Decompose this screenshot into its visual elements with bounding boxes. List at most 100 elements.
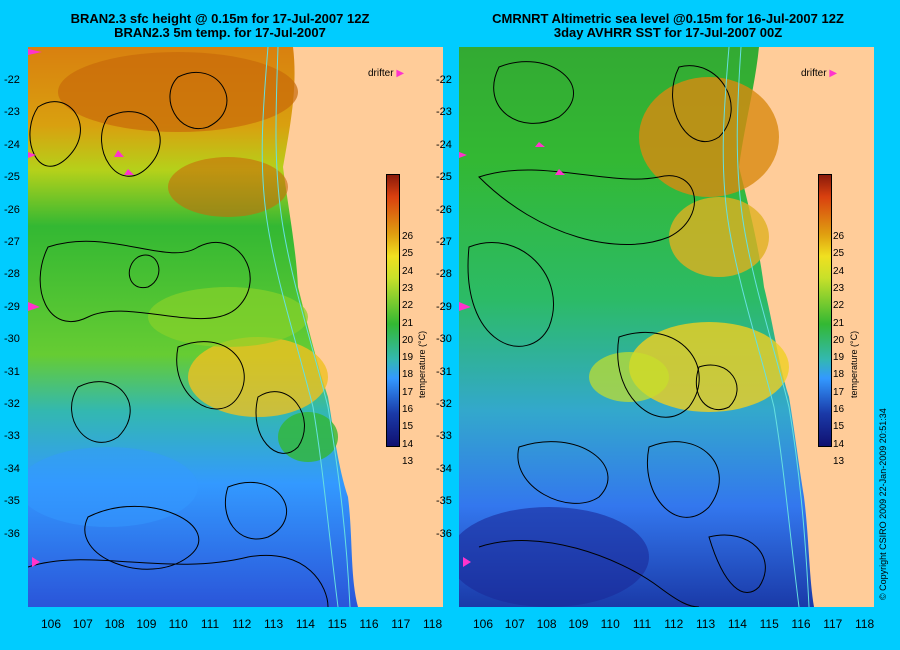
latitude-tick-label: -36: [4, 527, 20, 540]
right-title-line2: 3day AVHRR SST for 17-Jul-2007 00Z: [553, 25, 783, 40]
right-colorbar: [818, 174, 832, 447]
colorbar-tick-label: 14: [402, 438, 414, 450]
longitude-tick-label: 117: [823, 617, 843, 631]
latitude-tick-label: -28: [436, 268, 452, 281]
colorbar-tick-label: 23: [833, 282, 845, 294]
colorbar-tick-label: 18: [833, 369, 845, 381]
latitude-tick-label: -26: [436, 203, 452, 216]
colorbar-tick-label: 13: [402, 455, 414, 467]
latitude-tick-label: -24: [4, 138, 20, 151]
latitude-tick-label: -30: [4, 333, 20, 346]
left-drifter-legend: drifter ▶: [368, 68, 404, 79]
longitude-tick-label: 111: [200, 617, 220, 631]
left-drifter-marker-icon: ▶: [396, 68, 405, 79]
left-colorbar-title: temperature (°C): [417, 330, 427, 398]
latitude-tick-label: -25: [4, 171, 20, 184]
colorbar-tick-label: 16: [402, 404, 414, 415]
latitude-tick-label: -22: [4, 74, 20, 86]
longitude-tick-label: 113: [264, 617, 284, 631]
colorbar-tick-label: 15: [833, 421, 845, 433]
colorbar-tick-label: 19: [402, 352, 414, 364]
longitude-tick-label: 106: [40, 617, 62, 631]
colorbar-tick-label: 25: [833, 248, 845, 260]
longitude-tick-label: 114: [295, 617, 315, 631]
colorbar-tick-label: 26: [402, 231, 414, 242]
longitude-tick-label: 116: [791, 617, 811, 631]
longitude-tick-label: 115: [327, 617, 347, 631]
right-sst-map: [459, 47, 874, 607]
latitude-tick-label: -29: [436, 300, 452, 313]
left-map-title: BRAN2.3 sfc height @ 0.15m for 17-Jul-20…: [0, 12, 440, 40]
longitude-tick-label: 116: [359, 617, 379, 631]
latitude-tick-label: -32: [4, 398, 20, 410]
left-title-line1: BRAN2.3 sfc height @ 0.15m for 17-Jul-20…: [70, 11, 370, 26]
left-sst-map: [28, 47, 443, 607]
colorbar-tick-label: 13: [833, 455, 845, 467]
colorbar-tick-label: 24: [402, 265, 414, 277]
longitude-tick-label: 110: [600, 617, 620, 631]
right-drifter-label: drifter: [801, 68, 827, 79]
longitude-tick-label: 112: [664, 617, 684, 631]
longitude-tick-label: 108: [536, 617, 557, 631]
longitude-tick-label: 115: [759, 617, 779, 631]
longitude-tick-label: 118: [423, 617, 443, 631]
left-drifter-label: drifter: [368, 68, 394, 79]
latitude-tick-label: -32: [436, 398, 452, 410]
latitude-tick-label: -34: [436, 462, 452, 475]
latitude-tick-label: -28: [4, 268, 20, 281]
longitude-tick-label: 109: [568, 617, 589, 631]
latitude-tick-label: -23: [4, 106, 20, 119]
colorbar-tick-label: 22: [402, 300, 414, 312]
longitude-tick-label: 111: [632, 617, 652, 631]
colorbar-tick-label: 21: [402, 317, 414, 329]
colorbar-tick-label: 19: [833, 352, 845, 364]
latitude-tick-label: -30: [436, 333, 452, 346]
colorbar-tick-label: 23: [402, 282, 414, 294]
longitude-tick-label: 107: [504, 617, 525, 631]
colorbar-tick-label: 20: [833, 334, 845, 346]
longitude-tick-label: 113: [696, 617, 716, 631]
left-map-graphic: [28, 47, 358, 607]
latitude-tick-label: -27: [4, 236, 20, 248]
right-drifter-legend: drifter ▶: [801, 68, 837, 79]
colorbar-tick-label: 25: [402, 248, 414, 260]
copyright-notice: © Copyright CSIRO 2009 22-Jan-2009 20:51…: [878, 408, 888, 600]
latitude-tick-label: -31: [4, 365, 20, 378]
left-title-line2: BRAN2.3 5m temp. for 17-Jul-2007: [114, 25, 326, 40]
right-colorbar-title: temperature (°C): [849, 330, 859, 398]
colorbar-tick-label: 15: [402, 421, 414, 433]
longitude-tick-label: 109: [136, 617, 157, 631]
longitude-tick-label: 110: [168, 617, 188, 631]
latitude-tick-label: -33: [4, 430, 20, 443]
longitude-tick-label: 107: [72, 617, 93, 631]
colorbar-tick-label: 17: [402, 386, 414, 398]
latitude-tick-label: -27: [436, 236, 452, 248]
latitude-tick-label: -22: [436, 74, 452, 86]
latitude-tick-label: -33: [436, 430, 452, 443]
colorbar-tick-label: 18: [402, 369, 414, 381]
right-map-title: CMRNRT Altimetric sea level @0.15m for 1…: [448, 12, 888, 40]
latitude-tick-label: -23: [436, 106, 452, 119]
colorbar-tick-label: 26: [833, 231, 845, 242]
colorbar-tick-label: 21: [833, 317, 845, 329]
colorbar-tick-label: 14: [833, 438, 845, 450]
latitude-tick-label: -25: [436, 171, 452, 184]
longitude-tick-label: 112: [232, 617, 252, 631]
latitude-tick-label: -26: [4, 203, 20, 216]
colorbar-tick-label: 22: [833, 300, 845, 312]
colorbar-tick-label: 16: [833, 404, 845, 415]
longitude-tick-label: 117: [391, 617, 411, 631]
left-colorbar: [386, 174, 400, 447]
colorbar-tick-label: 17: [833, 386, 845, 398]
latitude-tick-label: -24: [436, 138, 452, 151]
latitude-tick-label: -31: [436, 365, 452, 378]
right-title-line1: CMRNRT Altimetric sea level @0.15m for 1…: [492, 11, 844, 26]
longitude-tick-label: 106: [472, 617, 494, 631]
colorbar-tick-label: 20: [402, 334, 414, 346]
longitude-tick-label: 118: [855, 617, 875, 631]
colorbar-tick-label: 24: [833, 265, 845, 277]
latitude-tick-label: -35: [436, 495, 452, 508]
latitude-tick-label: -29: [4, 300, 20, 313]
latitude-tick-label: -36: [436, 527, 452, 540]
right-map-graphic: [459, 47, 814, 607]
